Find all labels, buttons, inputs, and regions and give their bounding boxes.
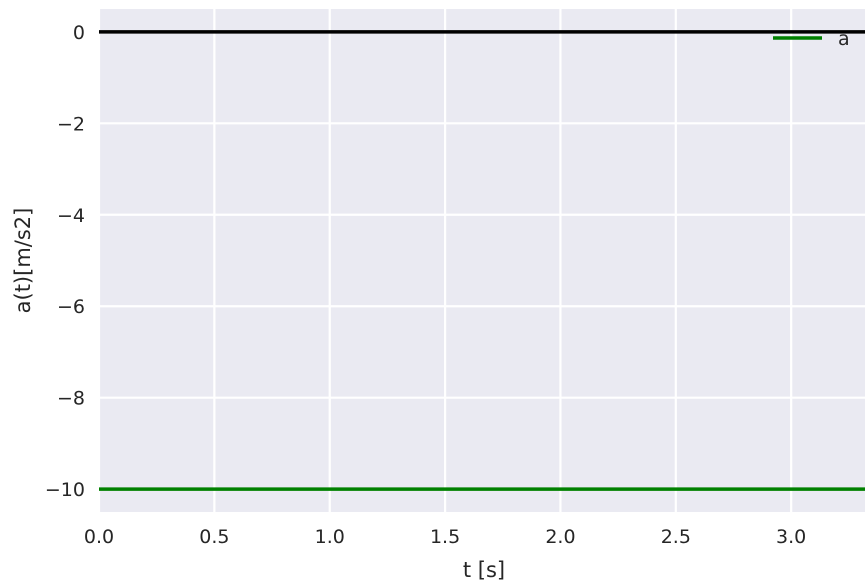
data-lines	[99, 30, 865, 491]
x-tick-label: 1.5	[430, 526, 460, 548]
y-tick-label: 0	[73, 22, 85, 44]
legend: a	[773, 28, 850, 50]
y-axis-ticks: 0 −2 −4 −6 −8 −10	[45, 22, 85, 501]
plot-area	[99, 9, 865, 512]
x-tick-label: 2.5	[661, 526, 691, 548]
y-tick-label: −8	[57, 388, 85, 410]
x-axis-ticks: 0.0 0.5 1.0 1.5 2.0 2.5 3.0	[84, 526, 806, 548]
y-tick-label: −4	[57, 205, 85, 227]
x-tick-label: 1.0	[315, 526, 345, 548]
y-axis-label: a(t)[m/s2]	[11, 208, 35, 314]
legend-label-a: a	[838, 28, 850, 50]
x-tick-label: 0.5	[199, 526, 229, 548]
y-tick-label: −6	[57, 296, 85, 318]
x-tick-label: 3.0	[776, 526, 806, 548]
x-axis-label: t [s]	[463, 558, 505, 582]
y-tick-label: −10	[45, 479, 85, 501]
y-tick-label: −2	[57, 113, 85, 135]
x-tick-label: 0.0	[84, 526, 114, 548]
x-tick-label: 2.0	[545, 526, 575, 548]
